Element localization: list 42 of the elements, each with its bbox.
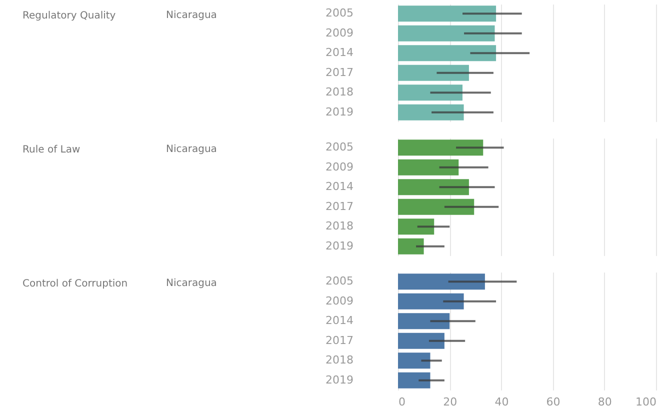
y-tick-label: 2014 [326,180,354,194]
bar [398,218,434,235]
bar [398,140,484,156]
bar [398,64,469,81]
y-tick-label: 2014 [326,314,354,328]
y-axis-title: Rule of Law [22,144,80,156]
x-tick-label: 80 [598,396,612,408]
y-tick-label: 2005 [326,274,354,288]
y-tick-label: 2019 [326,239,354,252]
bar [398,84,462,101]
y-axis-title: Regulatory Quality [22,10,116,22]
y-tick-label: 2005 [326,140,354,154]
bar [398,179,469,196]
y-tick-label: 2009 [326,160,354,174]
y-tick-label: 2018 [326,86,354,99]
y-tick-label: 2017 [326,200,354,213]
text: Nicaragua [166,144,217,155]
y-tick-label: 2009 [326,294,354,308]
bar [398,104,464,120]
x-tick-label: 0 [398,396,406,408]
x-tick-label: 100 [636,396,656,408]
x-tick-label: 20 [443,396,458,408]
y-tick-label: 2018 [326,354,354,367]
bar [398,238,424,254]
bar [398,6,496,22]
x-tick-label: 40 [494,396,509,408]
y-axis-title: Control of Corruption [22,278,128,290]
y-tick-label: 2014 [326,46,354,60]
y-tick-label: 2018 [326,220,354,233]
bar [398,159,459,176]
x-tick-label: 60 [546,396,560,408]
y-tick-label: 2017 [326,334,354,347]
y-tick-label: 2019 [326,105,354,118]
y-tick-label: 2009 [326,26,354,40]
y-tick-label: 2019 [326,373,354,386]
y-tick-label: 2005 [326,6,354,20]
bar [398,198,474,215]
bar [398,25,495,42]
text: Nicaragua [166,10,217,21]
text: Nicaragua [166,278,217,289]
y-tick-label: 2017 [326,66,354,79]
bar [398,45,496,62]
